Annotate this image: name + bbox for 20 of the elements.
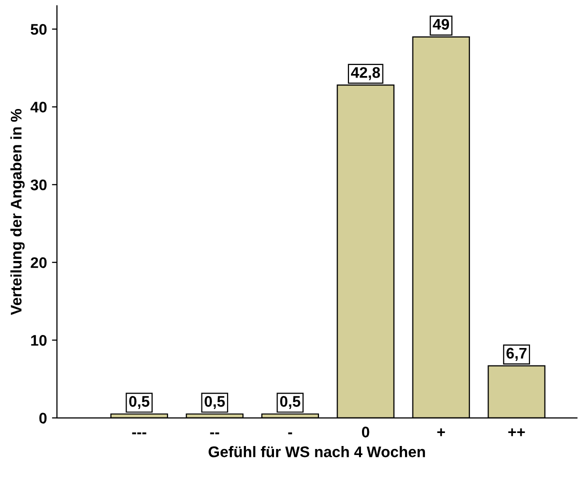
y-tick-label: 30 <box>30 179 47 190</box>
y-axis-title: Verteilung der Angaben in % <box>10 108 25 316</box>
y-tick-label: 50 <box>30 24 47 35</box>
data-label: 0,5 <box>129 396 150 410</box>
x-tick-label: 0 <box>362 426 370 438</box>
x-tick-label: -- <box>210 432 220 434</box>
data-label: 0,5 <box>280 396 300 410</box>
x-axis-title: Gefühl für WS nach 4 Wochen <box>208 446 425 458</box>
data-label: 0,5 <box>204 396 225 410</box>
y-tick-label: 40 <box>30 102 47 113</box>
data-label: 49 <box>432 18 450 30</box>
y-tick-label: 0 <box>39 412 47 424</box>
x-tick-label: --- <box>132 432 146 434</box>
data-label: 6,7 <box>506 348 527 361</box>
x-tick-label: ++ <box>508 428 525 436</box>
y-tick-label: 10 <box>31 335 47 346</box>
y-tick-label: 20 <box>30 257 47 268</box>
data-label: 42,8 <box>350 67 380 80</box>
x-tick-label: - <box>288 432 292 434</box>
x-tick-label: + <box>437 428 445 436</box>
